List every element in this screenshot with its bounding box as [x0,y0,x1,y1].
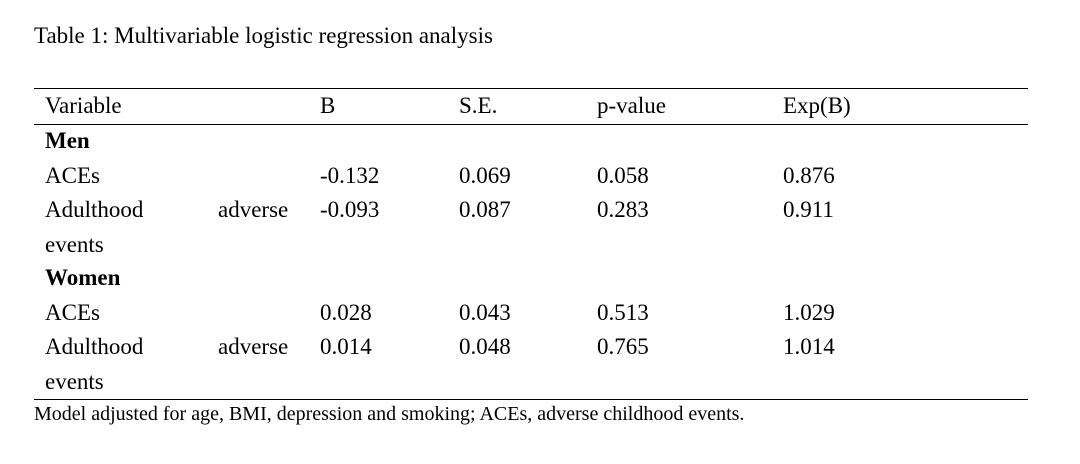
table-bottom-rule [34,399,1028,400]
table-header-rule [34,124,1028,125]
row-se: 0.043 [459,300,511,325]
table-caption: Table 1: Multivariable logistic regressi… [34,23,493,48]
row-b: 0.014 [320,334,372,359]
header-variable: Variable [45,93,122,118]
row-variable-line1-a: Adulthood [45,197,144,222]
row-se: 0.069 [459,163,511,188]
row-variable-line2: events [45,232,104,257]
row-variable-line1-b: adverse [218,197,289,222]
row-exp-b: 0.911 [783,197,834,222]
table-footnote: Model adjusted for age, BMI, depression … [34,403,745,425]
row-p-value: 0.513 [597,300,649,325]
group-label-women: Women [45,265,121,290]
row-exp-b: 1.014 [783,334,835,359]
row-variable-line1-a: Adulthood [45,334,144,359]
row-variable: ACEs [45,163,100,188]
group-label-men: Men [45,128,90,153]
row-p-value: 0.283 [597,197,649,222]
row-b: -0.093 [320,197,380,222]
header-exp-b: Exp(B) [783,93,851,118]
row-se: 0.087 [459,197,511,222]
row-b: 0.028 [320,300,372,325]
header-p-value: p-value [597,93,666,118]
row-p-value: 0.058 [597,163,649,188]
header-se: S.E. [459,93,498,118]
row-variable-line1-b: adverse [218,334,289,359]
row-exp-b: 1.029 [783,300,835,325]
header-b: B [320,93,336,118]
row-b: -0.132 [320,163,380,188]
row-variable: ACEs [45,300,100,325]
table-top-rule [34,88,1028,89]
row-variable-line2: events [45,369,104,394]
row-exp-b: 0.876 [783,163,835,188]
regression-table: Variable B S.E. p-value Exp(B) Men ACEs … [34,88,1028,400]
row-p-value: 0.765 [597,334,649,359]
row-se: 0.048 [459,334,511,359]
